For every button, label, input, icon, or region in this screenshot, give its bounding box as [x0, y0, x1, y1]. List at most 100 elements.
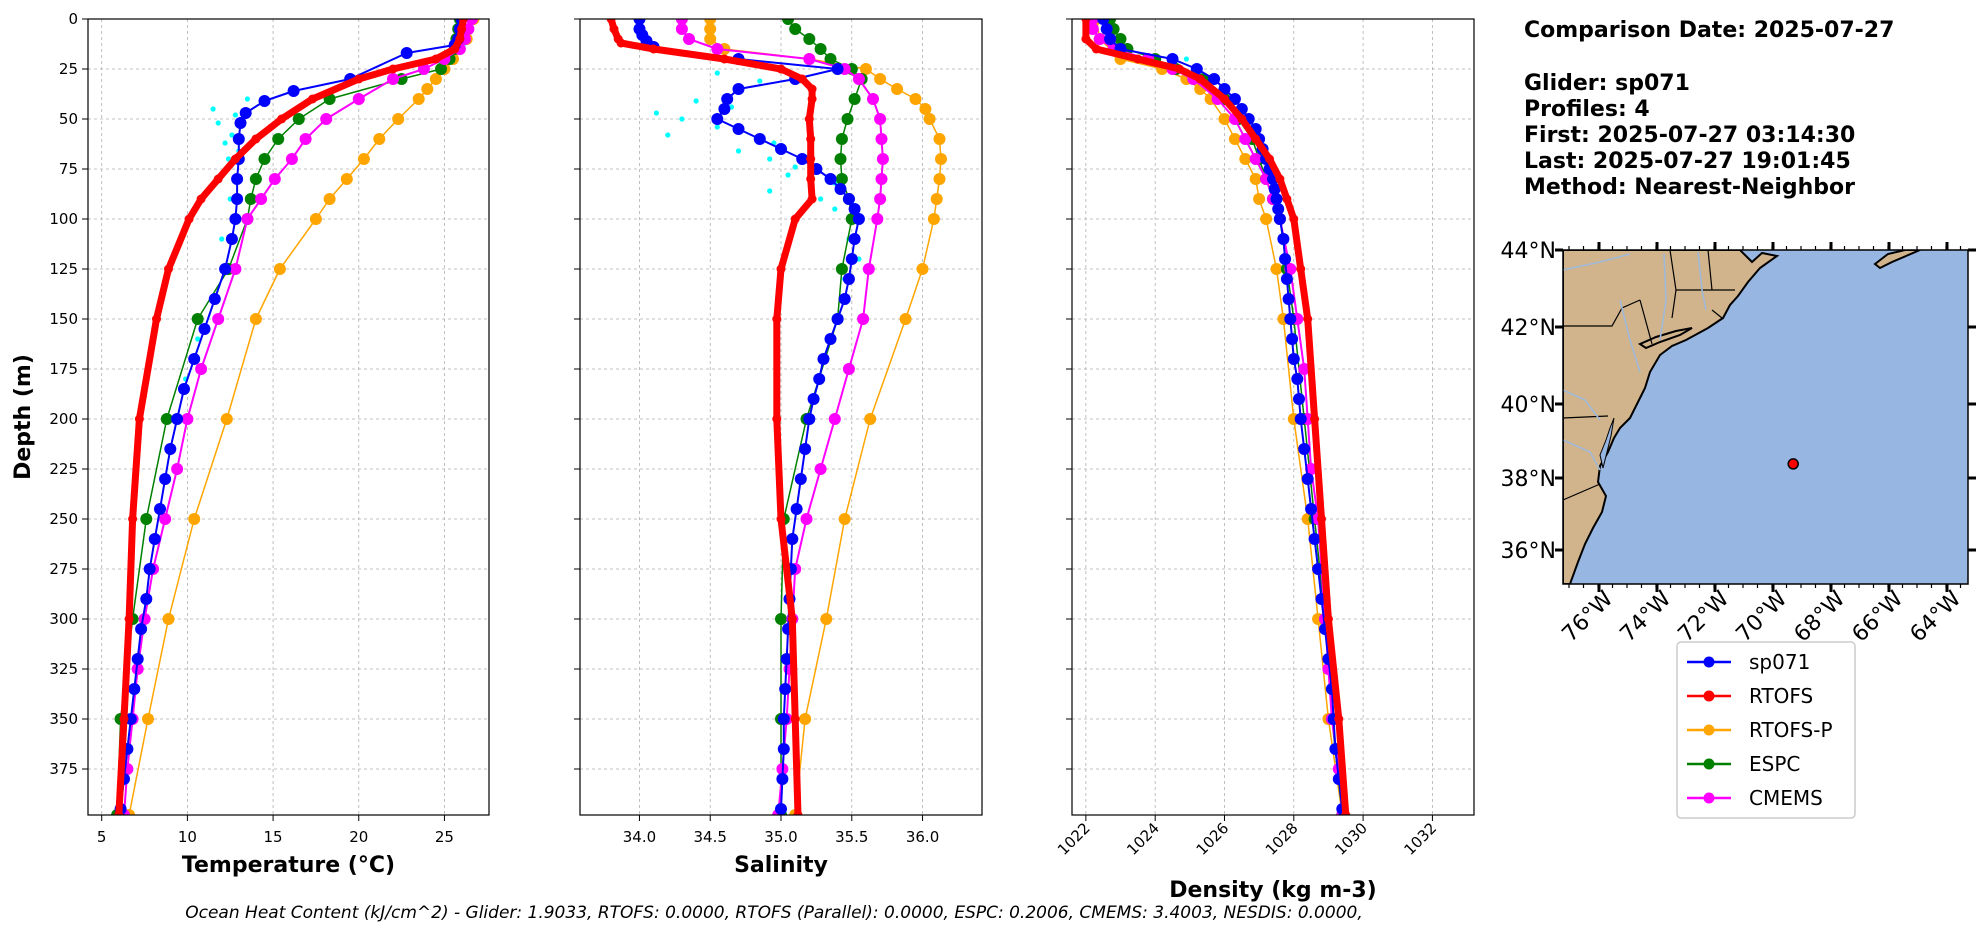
legend-marker-rtofs: [1703, 690, 1715, 702]
temperature-point-rtofs-p-9: [357, 153, 370, 165]
salinity-point-espc-8: [841, 113, 854, 125]
temperature-xtick-label-15: 15: [264, 828, 283, 846]
temperature-point-sp071-raw-16: [195, 336, 201, 342]
salinity-point-rtofs-10: [804, 114, 814, 124]
map-state-borders: [1563, 250, 1735, 501]
temperature-point-espc-17: [140, 513, 153, 525]
salinity-point-rtofs-p-8: [909, 93, 922, 105]
salinity-point-cmems-12: [874, 193, 887, 205]
salinity-point-rtofs-0: [606, 19, 616, 24]
temperature-point-sp071-25: [148, 533, 161, 545]
glider-position-marker: [1787, 458, 1799, 470]
salinity-point-rtofs-p-15: [927, 213, 940, 225]
salinity-point-rtofs-p-0: [704, 19, 717, 25]
temperature-point-rtofs-20: [114, 810, 124, 815]
depth-tick-label-125: 125: [49, 260, 78, 278]
salinity-point-sp071-raw-4: [693, 98, 699, 104]
salinity-xtick-label-35.0: 35.0: [764, 828, 797, 846]
density-point-sp071-18: [1270, 193, 1283, 205]
density-xtick-label-1024: 1024: [1123, 819, 1163, 859]
legend-marker-cmems: [1703, 792, 1715, 804]
temperature-point-sp071-8: [239, 107, 252, 119]
temperature-point-espc-11: [249, 173, 262, 185]
salinity-point-sp071-raw-8: [714, 124, 720, 130]
temperature-xtick-label-20: 20: [349, 828, 368, 846]
salinity-point-rtofs-p-12: [935, 153, 947, 165]
density-point-sp071-2: [1104, 33, 1117, 45]
density-point-sp071-34: [1308, 533, 1321, 545]
salinity-panel: 34.0 34.5 35.0 35.5 36.0 Salinity: [574, 18, 983, 878]
density-point-rtofs-13: [1296, 264, 1306, 274]
salinity-axis-label: Salinity: [734, 853, 828, 878]
temperature-point-sp071-31: [124, 713, 137, 725]
density-point-sp071-5: [1190, 63, 1203, 75]
temperature-point-espc-12: [244, 193, 257, 205]
temperature-point-cmems-10: [285, 153, 298, 165]
first-profile-time: First: 2025-07-27 03:14:30: [1524, 123, 1855, 148]
salinity-point-sp071-32: [799, 443, 812, 455]
temperature-point-rtofs-13: [184, 214, 194, 224]
temperature-point-rtofs-p-10: [340, 173, 353, 185]
salinity-point-rtofs-15: [790, 214, 800, 224]
temperature-point-sp071-10: [232, 133, 245, 145]
salinity-point-sp071-19: [842, 193, 855, 205]
salinity-point-cmems-1: [675, 23, 688, 35]
salinity-point-rtofs-p-10: [923, 113, 936, 125]
salinity-point-sp071-44: [775, 803, 787, 815]
density-point-sp071-26: [1286, 333, 1299, 345]
temperature-point-sp071-12: [231, 173, 244, 185]
temperature-point-cmems-11: [268, 173, 281, 185]
salinity-point-sp071-24: [842, 273, 855, 285]
temperature-point-rtofs-6: [354, 74, 364, 84]
salinity-point-sp071-12: [732, 123, 745, 135]
salinity-point-rtofs-p-17: [899, 313, 912, 325]
temperature-point-sp071-13: [231, 193, 244, 205]
density-xtick-label-1026: 1026: [1193, 819, 1233, 859]
salinity-point-sp071-raw-17: [818, 196, 824, 202]
salinity-point-rtofs-p-2: [704, 33, 717, 45]
location-map: 44°N 42°N 40°N 38°N 36°N 76°W 74°W 72°W …: [1501, 239, 1976, 647]
temperature-point-rtofs-p-4: [429, 73, 442, 85]
depth-tick-label-225: 225: [49, 460, 78, 478]
temperature-xtick-label-5: 5: [97, 828, 107, 846]
salinity-point-cmems-13: [871, 213, 884, 225]
depth-axis-label: Depth (m): [11, 354, 36, 480]
salinity-point-sp071-43: [776, 773, 789, 785]
salinity-point-sp071-raw-7: [679, 116, 685, 122]
salinity-point-sp071-raw-2: [757, 78, 763, 84]
temperature-point-rtofs-5: [388, 64, 398, 74]
salinity-point-cmems-16: [842, 363, 855, 375]
salinity-point-rtofs-22: [793, 810, 803, 815]
lat-label-42: 42°N: [1501, 316, 1556, 341]
temperature-point-cmems-13: [241, 213, 254, 225]
temperature-point-rtofs-p-7: [392, 113, 405, 125]
temperature-point-rtofs-19: [119, 714, 129, 724]
density-series: [1081, 19, 1351, 815]
lon-label-72: 72°W: [1674, 586, 1735, 647]
temperature-point-sp071-raw-2: [244, 96, 250, 102]
salinity-point-rtofs-21: [790, 714, 800, 724]
salinity-point-rtofs-p-7: [891, 83, 904, 95]
lon-label-74: 74°W: [1616, 586, 1677, 647]
density-point-rtofs-p-11: [1253, 193, 1266, 205]
density-point-rtofs-10: [1275, 174, 1285, 184]
temperature-point-sp071-raw-7: [222, 140, 228, 146]
depth-tick-label-175: 175: [49, 360, 78, 378]
salinity-point-sp071-22: [848, 233, 861, 245]
salinity-point-rtofs-5: [719, 54, 729, 64]
salinity-point-espc-4: [824, 53, 837, 65]
density-point-rtofs-2: [1091, 44, 1101, 54]
density-point-rtofs-p-7: [1218, 113, 1231, 125]
legend-item-espc: ESPC: [1687, 752, 1800, 776]
salinity-point-sp071-42: [777, 743, 790, 755]
density-point-sp071-20: [1273, 213, 1286, 225]
salinity-point-rtofs-17: [772, 314, 782, 324]
map-frame: [1562, 249, 1969, 585]
density-point-rtofs-4: [1174, 64, 1184, 74]
temperature-point-espc-16: [160, 413, 173, 425]
legend-label-espc: ESPC: [1749, 752, 1800, 776]
salinity-point-rtofs-p-21: [799, 713, 812, 725]
salinity-point-rtofs-p-6: [874, 73, 887, 85]
temperature-point-cmems-8: [320, 113, 333, 125]
temperature-point-sp071-9: [234, 117, 247, 129]
